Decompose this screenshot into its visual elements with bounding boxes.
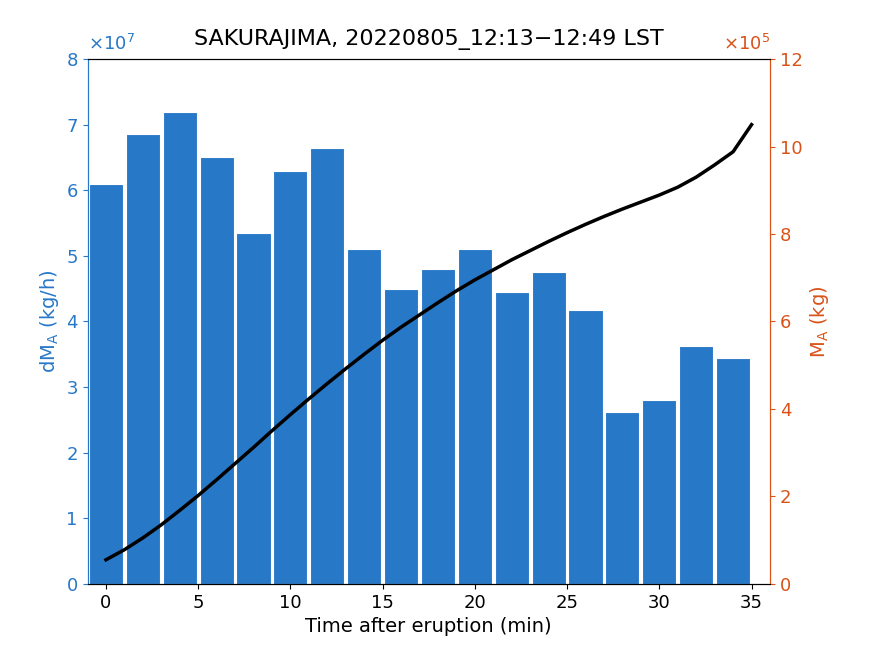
Bar [236, 233, 270, 584]
Bar [606, 412, 640, 584]
Y-axis label: $\mathregular{dM_A}$ (kg/h): $\mathregular{dM_A}$ (kg/h) [38, 270, 60, 373]
Bar [384, 289, 418, 584]
Bar [679, 346, 713, 584]
Bar [273, 171, 307, 584]
Bar [421, 269, 455, 584]
Bar [126, 134, 160, 584]
Bar [347, 249, 382, 584]
Bar [200, 157, 234, 584]
Bar [311, 148, 345, 584]
Text: $\times10^7$: $\times10^7$ [88, 33, 135, 54]
Bar [89, 184, 123, 584]
X-axis label: Time after eruption (min): Time after eruption (min) [305, 617, 552, 636]
Bar [532, 272, 566, 584]
Bar [569, 310, 603, 584]
Y-axis label: $\mathregular{M_A}$ (kg): $\mathregular{M_A}$ (kg) [808, 285, 831, 358]
Bar [494, 292, 528, 584]
Bar [163, 112, 197, 584]
Bar [642, 400, 676, 584]
Title: SAKURAJIMA, 20220805_12:13−12:49 LST: SAKURAJIMA, 20220805_12:13−12:49 LST [194, 29, 663, 50]
Text: $\times10^5$: $\times10^5$ [723, 33, 770, 54]
Bar [458, 249, 492, 584]
Bar [716, 358, 750, 584]
